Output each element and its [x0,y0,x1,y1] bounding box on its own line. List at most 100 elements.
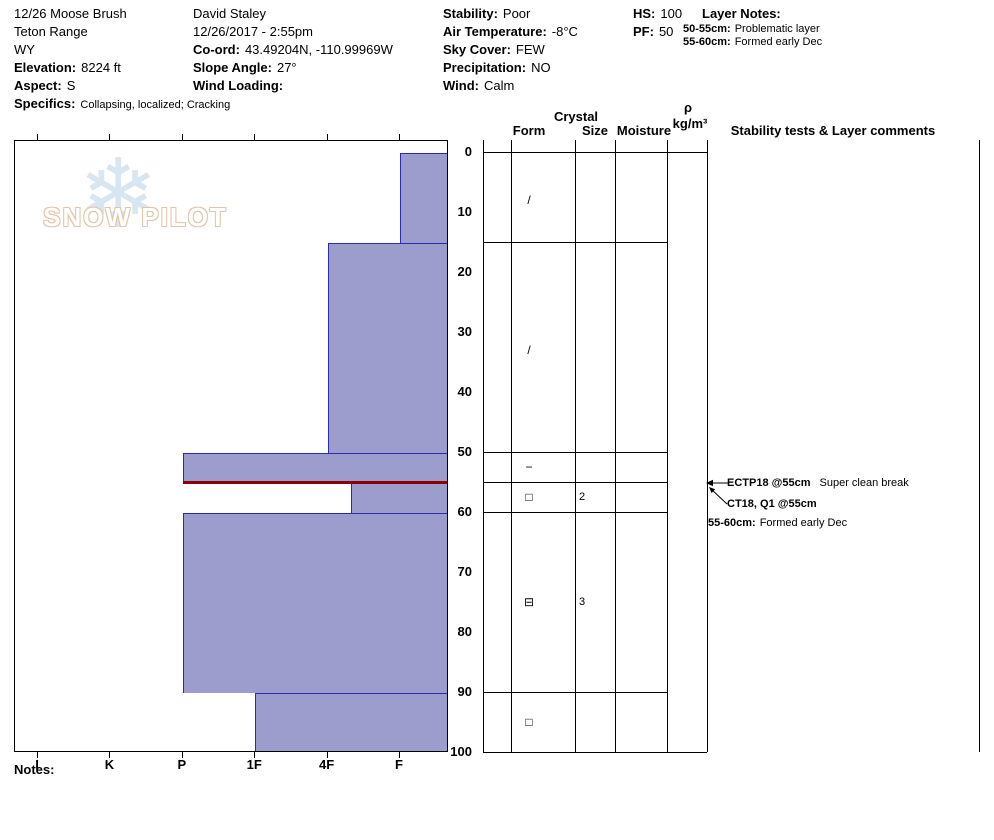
density-units-header: kg/m³ [672,116,708,131]
layer-notes-title: Layer Notes: [702,6,781,21]
slope-angle-value: 27° [276,60,297,75]
table-column-line [483,140,484,752]
hardness-tick-label: P [177,757,187,772]
snow-layer-bar [255,693,447,751]
layer-boundary-line [483,452,667,453]
failure-plane-line [182,481,447,484]
depth-tick-label: 70 [457,564,472,579]
specifics-label: Specifics: [14,96,76,111]
pit-depth-label: PF: [633,24,654,39]
table-column-line [575,140,576,752]
pit-depth-line: PF: 50 [633,23,682,41]
crystal-form-symbol: □ [525,490,533,504]
depth-tick-label: 80 [457,624,472,639]
crystal-size-value: 3 [579,596,586,608]
stability-label: Stability: [443,6,498,21]
coordinates-label: Co-ord: [193,42,240,57]
hardness-tick [109,752,111,758]
observer-name: David Staley [193,6,266,21]
hardness-profile-chart [14,140,448,752]
test-pointer-arrows [706,479,728,505]
layer-notes-block: Layer Notes: 50-55cm: Problematic layer 5… [683,5,822,49]
layer-note-range: 55-60cm: [683,36,731,48]
layer-boundary-line [483,242,667,243]
snow-layer-bar [182,453,447,483]
pit-name: 12/26 Moose Brush [14,6,127,21]
air-temp-value: -8°C [551,24,578,39]
depth-tick-label: 10 [457,204,472,219]
crystal-form-symbol: − [525,460,533,474]
air-temp-label: Air Temperature: [443,24,547,39]
moisture-header: Moisture [616,123,672,138]
specifics-line: Specifics: Collapsing, localized; Crackin… [14,95,230,114]
table-column-line [511,140,512,752]
sky-cover-line: Sky Cover: FEW [443,41,578,59]
snow-height-label: HS: [633,6,656,21]
layer-boundary-line [483,482,667,483]
density-symbol-header: ρ [683,100,693,115]
wind-loading-line: Wind Loading: [193,77,393,95]
air-temp-line: Air Temperature: -8°C [443,23,578,41]
wind-loading-label: Wind Loading: [193,78,284,93]
wind-line: Wind: Calm [443,77,578,95]
state: WY [14,42,35,57]
depth-tick-label: 30 [457,324,472,339]
table-column-line [707,140,708,752]
stability-comments-header: Stability tests & Layer comments [730,123,936,138]
crystal-size-value: 2 [579,491,586,503]
size-header: Size [581,123,608,138]
hardness-tick-label: F [395,757,403,772]
failure-layer-comment: 55-60cm: Formed early Dec [708,517,847,530]
hardness-tick-label: 1F [246,757,262,772]
crystal-form-symbol: / [527,193,531,207]
hardness-tick-label: K [104,757,115,772]
coordinates-value: 43.49204N, -110.99969W [244,42,393,57]
totals-block: HS: 100 PF: 50 [633,5,682,41]
precipitation-label: Precipitation: [443,60,527,75]
ct-test-result: CT18, Q1 @55cm [727,498,817,510]
hardness-tick [254,752,256,758]
layer-detail-table: / / − □ 2 ⊟ 3 □ [483,140,980,753]
crystal-header: Crystal [553,109,599,124]
depth-tick-label: 50 [457,444,472,459]
wind-label: Wind: [443,78,479,93]
layer-boundary-line [483,152,707,153]
wind-value: Calm [483,78,515,93]
specifics-value: Collapsing, localized; Cracking [80,99,231,111]
slope-angle-label: Slope Angle: [193,60,272,75]
crystal-form-symbol: □ [525,715,533,729]
table-column-line [667,140,668,752]
layer-boundary-line [483,692,667,693]
snow-layer-bar [327,243,447,453]
stability-value: Poor [502,6,531,21]
ect-test-name: ECTP18 @55cm [727,477,811,489]
precipitation-line: Precipitation: NO [443,59,578,77]
snow-height-value: 100 [660,6,683,21]
layer-note: 50-55cm: Problematic layer [683,23,822,36]
slope-angle-line: Slope Angle: 27° [193,59,393,77]
notes-label: Notes: [14,762,55,777]
sky-cover-value: FEW [515,42,545,57]
depth-tick-label: 40 [457,384,472,399]
depth-tick-label: 60 [457,504,472,519]
hardness-tick [37,752,38,758]
depth-tick-label: 90 [457,684,472,699]
stability-line: Stability: Poor [443,5,578,23]
hardness-tick-label: 4F [319,757,335,772]
form-header: Form [512,123,546,138]
crystal-form-symbol: ⊟ [523,595,535,609]
ect-test-result: ECTP18 @55cm Super clean break [727,477,909,490]
hardness-bars-plot [15,141,447,751]
hardness-tick [181,752,183,758]
observation-datetime: 12/26/2017 - 2:55pm [193,24,313,39]
hardness-tick [326,752,328,758]
failure-layer-text: Formed early Dec [759,517,848,529]
sky-cover-label: Sky Cover: [443,42,511,57]
depth-tick-label: 100 [450,744,472,759]
aspect-value: S [66,78,76,93]
table-column-line [615,140,616,752]
location-block: 12/26 Moose Brush Teton Range WY Elevati… [14,5,230,114]
crystal-form-symbol: / [527,343,531,357]
mountain-range: Teton Range [14,24,88,39]
snow-layer-bar [182,513,447,693]
